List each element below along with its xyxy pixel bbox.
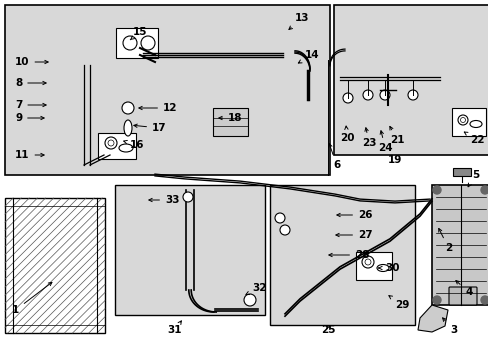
Bar	[451, 108, 485, 136]
Bar	[98, 133, 136, 159]
Circle shape	[457, 115, 467, 125]
Bar	[5, 198, 105, 333]
Circle shape	[105, 137, 117, 149]
Bar	[452, 168, 470, 176]
Circle shape	[342, 93, 352, 103]
Text: 8: 8	[15, 78, 46, 88]
Text: 20: 20	[339, 126, 354, 143]
Bar	[355, 252, 391, 280]
Text: 28: 28	[328, 250, 369, 260]
Bar	[115, 185, 264, 315]
Circle shape	[183, 192, 193, 202]
Circle shape	[480, 186, 488, 194]
Text: 16: 16	[123, 140, 144, 150]
Circle shape	[407, 90, 417, 100]
Text: 18: 18	[219, 113, 242, 123]
Text: 2: 2	[438, 229, 451, 253]
Text: 12: 12	[139, 103, 177, 113]
Circle shape	[460, 117, 465, 122]
Text: 21: 21	[389, 126, 404, 145]
Circle shape	[122, 102, 134, 114]
Bar	[213, 108, 247, 136]
Text: 6: 6	[328, 144, 340, 170]
FancyBboxPatch shape	[448, 287, 476, 305]
Circle shape	[432, 296, 440, 304]
Circle shape	[480, 296, 488, 304]
Text: 13: 13	[288, 13, 309, 30]
Ellipse shape	[124, 120, 132, 136]
Text: 26: 26	[336, 210, 372, 220]
Text: 4: 4	[455, 280, 471, 297]
Text: 10: 10	[15, 57, 48, 67]
Text: 11: 11	[15, 150, 44, 160]
Polygon shape	[417, 305, 447, 332]
Circle shape	[361, 256, 373, 268]
Circle shape	[432, 186, 440, 194]
Circle shape	[379, 90, 389, 100]
Bar	[435, 228, 473, 254]
Text: 25: 25	[320, 325, 335, 335]
Text: 17: 17	[134, 123, 166, 133]
Text: 22: 22	[463, 132, 484, 145]
Text: 5: 5	[467, 170, 478, 187]
Bar	[431, 185, 488, 305]
Text: 32: 32	[245, 283, 266, 294]
Text: 14: 14	[298, 50, 319, 63]
Text: 23: 23	[361, 128, 376, 148]
Text: 33: 33	[148, 195, 179, 205]
Bar	[5, 5, 329, 175]
Text: 30: 30	[378, 263, 399, 273]
Circle shape	[362, 90, 372, 100]
Text: 3: 3	[442, 318, 456, 335]
Ellipse shape	[469, 121, 481, 127]
Bar	[116, 28, 158, 58]
Circle shape	[244, 294, 256, 306]
Circle shape	[364, 259, 370, 265]
Text: 7: 7	[15, 100, 46, 110]
Text: 9: 9	[15, 113, 44, 123]
Ellipse shape	[119, 144, 133, 152]
Circle shape	[274, 213, 285, 223]
Circle shape	[123, 36, 137, 50]
Text: 1: 1	[12, 282, 52, 315]
Circle shape	[141, 36, 155, 50]
Text: 19: 19	[387, 155, 401, 165]
Text: 31: 31	[167, 321, 182, 335]
Text: 24: 24	[377, 131, 392, 153]
Ellipse shape	[376, 265, 388, 271]
Text: 15: 15	[130, 27, 147, 40]
Circle shape	[280, 225, 289, 235]
Text: 27: 27	[335, 230, 372, 240]
Circle shape	[108, 140, 114, 146]
Bar	[269, 185, 414, 325]
Text: 29: 29	[388, 296, 408, 310]
Bar	[333, 5, 488, 155]
